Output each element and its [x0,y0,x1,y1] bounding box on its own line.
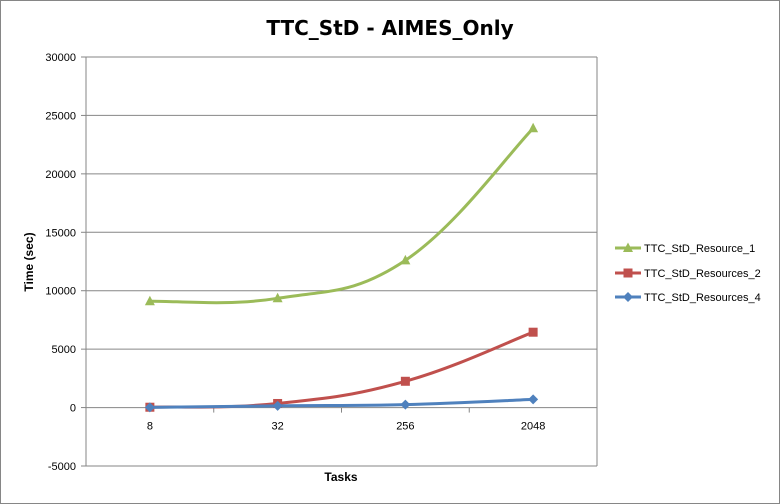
data-point [144,402,155,413]
series-group [144,122,539,413]
data-point [400,254,411,265]
x-axis-ticks: 8 32 256 2048 [85,407,598,433]
legend-item: TTC_StD_Resources_4 [615,292,761,304]
y-axis-label: Time (sec) [22,232,36,291]
data-point [144,295,155,306]
series-line [149,397,534,409]
y-tick-label: 10000 [45,286,76,298]
y-axis-ticks: -5000 0 5000 10000 15000 20000 25000 30000 [45,52,86,473]
series-line [149,330,534,409]
series-line [149,127,535,305]
y-tick-label: 15000 [45,227,76,239]
legend-label: TTC_StD_Resources_2 [644,268,761,280]
legend-label: TTC_StD_Resource_1 [644,243,755,255]
data-point [528,122,539,133]
data-point [528,394,539,405]
legend-label: TTC_StD_Resources_4 [644,292,761,304]
legend-item: TTC_StD_Resource_1 [615,242,755,255]
legend-marker [623,268,633,278]
y-tick-label: 5000 [52,344,76,356]
series-2 [145,327,538,412]
data-point [400,376,410,386]
x-tick-label: 8 [147,421,153,433]
y-tick-label: 25000 [45,110,76,122]
x-axis-label: Tasks [324,470,357,484]
data-point [272,400,283,411]
data-point [272,292,283,303]
y-tick-label: -5000 [48,461,76,473]
x-tick-label: 256 [396,421,414,433]
legend-item: TTC_StD_Resources_2 [615,268,761,280]
legend: TTC_StD_Resource_1 TTC_StD_Resources_2 TTC… [615,242,761,304]
y-tick-label: 30000 [45,52,76,64]
y-tick-label: 0 [70,403,76,415]
plot-border [85,57,598,466]
data-point [400,399,411,410]
x-tick-label: 2048 [521,421,545,433]
y-tick-label: 20000 [45,169,76,181]
legend-marker [623,242,633,252]
series-3 [144,394,539,413]
data-point [528,327,538,337]
chart-title: TTC_StD - AIMES_Only [266,16,513,40]
legend-marker [623,292,633,302]
x-tick-label: 32 [272,421,284,433]
series-1 [144,122,539,306]
